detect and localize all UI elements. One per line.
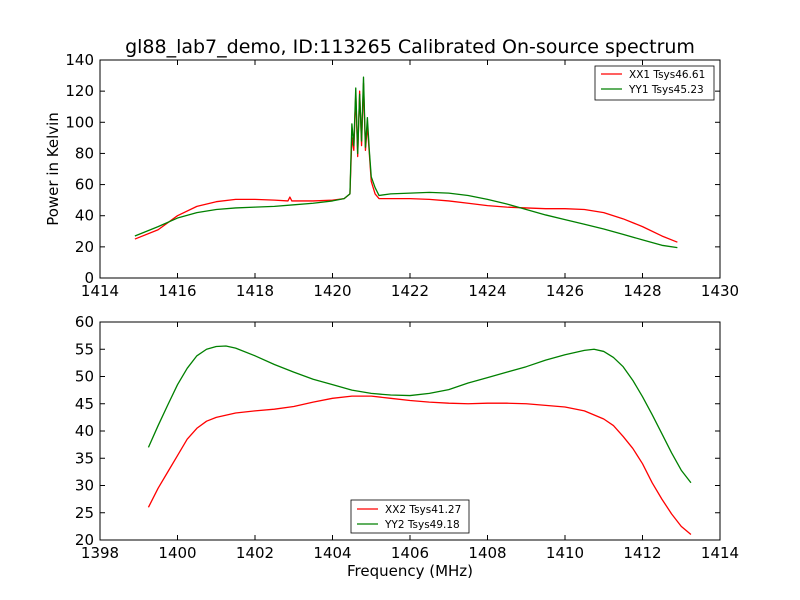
- top-y-tick-label: 0: [84, 269, 94, 287]
- top-plot-frame: [99, 59, 721, 279]
- bottom-x-tick-label: 1412: [623, 544, 661, 562]
- top-y-tick-label: 140: [65, 51, 94, 69]
- bottom-x-tick-label: 1398: [81, 544, 119, 562]
- top-series-line-1: [134, 82, 678, 243]
- bottom-panel: Frequency (MHz) 1398 1400 1402 1404 1406 1408…: [75, 313, 739, 580]
- top-legend[interactable]: XX1 Tsys46.61 YY1 Tsys45.23: [594, 65, 715, 101]
- top-y-axis-label: Power in Kelvin: [44, 112, 62, 226]
- top-legend-label-yy1: YY1 Tsys45.23: [628, 84, 704, 96]
- bottom-x-tick-label: 1400: [158, 544, 196, 562]
- bottom-series-line-1: [147, 395, 692, 536]
- top-x-tick-label: 1424: [468, 282, 506, 300]
- top-x-tick-label: 1430: [701, 282, 739, 300]
- top-x-tick-label: 1418: [236, 282, 274, 300]
- bottom-x-tick-label: 1414: [701, 544, 739, 562]
- top-y-tick-label: 20: [75, 238, 94, 256]
- top-legend-label-xx1: XX1 Tsys46.61: [629, 69, 705, 81]
- bottom-legend[interactable]: XX2 Tsys41.27 YY2 Tsys49.18: [350, 499, 470, 534]
- bottom-legend-box: [350, 499, 470, 534]
- top-plot-area: 1414 1416 1418 1420 1422 1424 1426 1428 1430 0 20 4…: [65, 51, 739, 300]
- bottom-y-tick-label: 35: [75, 449, 94, 467]
- bottom-y-tick-label: 25: [75, 504, 94, 522]
- bottom-y-tick-label: 55: [75, 340, 94, 358]
- top-x-tick-label: 1422: [391, 282, 429, 300]
- bottom-x-tick-label: 1404: [313, 544, 351, 562]
- top-series-line-2: [134, 76, 678, 249]
- bottom-plot-area: 1398 1400 1402 1404 1406 1408 1410 1412 1414 20 25…: [75, 313, 739, 562]
- top-y-tick-label: 120: [65, 82, 94, 100]
- top-y-tick-label: 80: [75, 144, 94, 162]
- top-x-tick-label: 1414: [81, 282, 119, 300]
- bottom-x-tick-label: 1406: [391, 544, 429, 562]
- bottom-y-tick-label: 50: [75, 368, 94, 386]
- bottom-x-tick-label: 1408: [468, 544, 506, 562]
- top-x-tick-label: 1428: [623, 282, 661, 300]
- top-y-tick-label: 40: [75, 207, 94, 225]
- bottom-series-line-2: [147, 345, 692, 484]
- top-y-tick-label: 60: [75, 176, 94, 194]
- bottom-y-tick-label: 30: [75, 477, 94, 495]
- bottom-legend-label-xx2: XX2 Tsys41.27: [385, 504, 461, 516]
- top-legend-box: [594, 65, 715, 101]
- top-x-tick-label: 1420: [313, 282, 351, 300]
- bottom-y-tick-label: 60: [75, 313, 94, 331]
- bottom-y-tick-label: 45: [75, 395, 94, 413]
- bottom-x-tick-label: 1402: [236, 544, 274, 562]
- bottom-x-tick-label: 1410: [546, 544, 584, 562]
- bottom-y-tick-label: 20: [75, 531, 94, 549]
- top-x-tick-label: 1426: [546, 282, 584, 300]
- bottom-plot-frame: [99, 321, 721, 541]
- top-x-tick-label: 1416: [158, 282, 196, 300]
- top-panel: gl88_lab7_demo, ID:113265 Calibrated On-…: [44, 36, 739, 300]
- top-chart-title: gl88_lab7_demo, ID:113265 Calibrated On-…: [125, 36, 695, 58]
- bottom-y-tick-label: 40: [75, 422, 94, 440]
- bottom-legend-label-yy2: YY2 Tsys49.18: [384, 519, 460, 531]
- bottom-x-axis-label: Frequency (MHz): [347, 562, 473, 580]
- top-y-tick-label: 100: [65, 113, 94, 131]
